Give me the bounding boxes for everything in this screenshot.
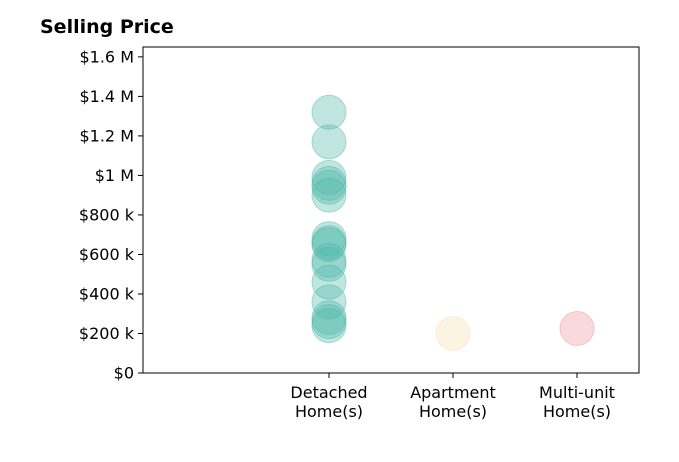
data-point	[311, 94, 347, 130]
plot-frame	[142, 46, 640, 374]
data-point	[311, 242, 347, 278]
data-point	[311, 165, 347, 201]
data-point	[311, 159, 347, 195]
y-tick-label: $600 k	[79, 245, 135, 264]
data-point	[311, 264, 347, 300]
y-tick-label: $1.6 M	[79, 47, 134, 66]
data-point	[311, 308, 347, 344]
x-axis: Detached Home(s) Apartment Home(s) Multi-uni…	[290, 373, 615, 421]
y-tick-label: $1.2 M	[79, 126, 134, 145]
x-tick-label: Multi-unit Home(s)	[539, 383, 615, 421]
data-point	[311, 169, 347, 205]
x-tick-label: Detached Home(s)	[290, 383, 367, 421]
y-tick-label: $400 k	[79, 284, 135, 303]
y-tick-label: $200 k	[79, 324, 135, 343]
data-point	[311, 227, 347, 263]
y-tick-label: $1.4 M	[79, 87, 134, 106]
y-axis: $0 $200 k $400 k $600 k $800 k $1 M $1.2 M $1.4…	[79, 47, 143, 383]
data-points	[311, 94, 595, 351]
y-tick-label: $800 k	[79, 205, 135, 224]
data-point	[311, 284, 347, 320]
data-point	[311, 221, 347, 257]
x-tick-label: Apartment Home(s)	[410, 383, 496, 421]
data-point	[311, 124, 347, 160]
data-point	[311, 304, 347, 340]
data-point	[559, 311, 595, 347]
data-point	[435, 315, 471, 351]
data-point	[311, 300, 347, 336]
data-point	[311, 177, 347, 213]
y-tick-label: $0	[114, 364, 134, 383]
chart-title: Selling Price	[40, 16, 174, 38]
y-tick-label: $1 M	[95, 166, 134, 185]
data-point	[311, 225, 347, 261]
data-point	[311, 246, 347, 282]
